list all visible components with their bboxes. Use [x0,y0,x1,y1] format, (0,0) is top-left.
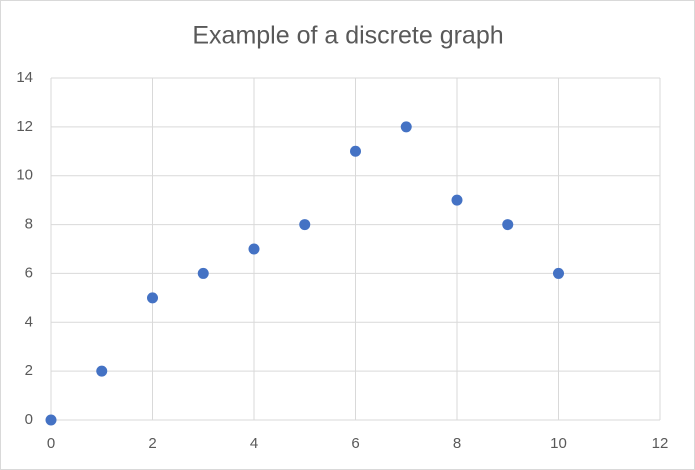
y-tick-label: 0 [25,411,33,428]
y-tick-label: 14 [16,69,33,86]
y-tick-label: 8 [25,216,33,233]
point [45,414,57,426]
point [248,243,260,255]
point [197,267,209,279]
x-tick-label: 10 [550,435,567,452]
x-tick-label: 0 [47,435,55,452]
y-tick-label: 12 [16,118,33,135]
x-tick-label: 12 [652,435,669,452]
x-tick-label: 4 [250,435,258,452]
y-tick-label: 2 [25,362,33,379]
y-tick-label: 4 [25,313,33,330]
x-tick-label: 8 [453,435,461,452]
point [553,267,564,279]
point [400,121,412,133]
y-tick-label: 6 [25,264,33,281]
point [147,292,158,304]
y-tick-label: 10 [16,167,33,184]
chart-title: Example of a discrete graph [192,22,503,50]
point [451,194,463,206]
x-tick-label: 6 [351,435,359,452]
x-tick-label: 2 [148,435,156,452]
point [350,145,361,157]
point [96,365,108,377]
point [502,219,514,231]
point [299,219,311,231]
